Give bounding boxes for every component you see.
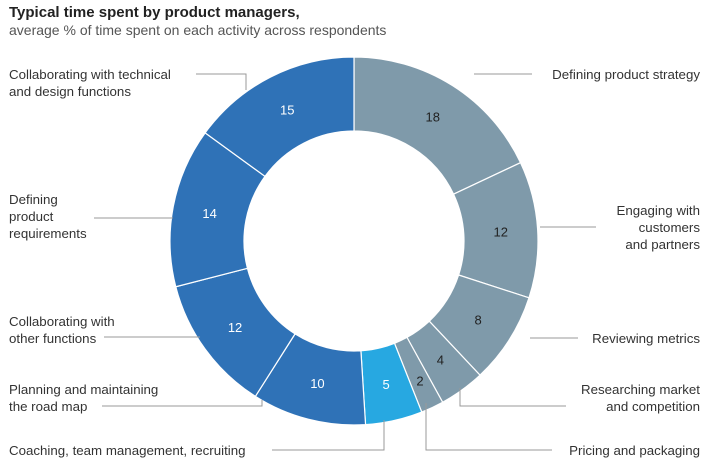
- chart-title: Typical time spent by product managers,: [9, 4, 300, 21]
- leader-line-6: [102, 400, 263, 407]
- label-collaborating-other-functions: Collaborating with other functions: [9, 314, 115, 346]
- value-label-6: 10: [310, 376, 324, 391]
- label-collaborating-technical-design: Collaborating with technical and design …: [9, 67, 171, 99]
- label-reviewing-metrics: Reviewing metrics: [592, 331, 700, 346]
- label-defining-product-requirements: Defining product requirements: [9, 192, 87, 241]
- value-label-7: 12: [228, 320, 242, 335]
- leader-line-4: [425, 403, 552, 451]
- value-label-0: 18: [426, 109, 440, 124]
- leader-line-5: [272, 420, 385, 451]
- value-label-5: 5: [382, 377, 389, 392]
- label-pricing-and-packaging: Pricing and packaging: [569, 443, 700, 458]
- value-label-1: 12: [493, 224, 507, 239]
- value-label-4: 2: [416, 374, 423, 389]
- label-planning-road-map: Planning and maintaining the road map: [9, 382, 159, 414]
- chart-subtitle: average % of time spent on each activity…: [9, 22, 387, 38]
- value-label-3: 4: [437, 352, 444, 367]
- slice-9: [204, 56, 355, 178]
- label-defining-product-strategy: Defining product strategy: [552, 67, 700, 82]
- leader-line-9: [196, 73, 247, 90]
- label-engaging-with-customers: Engaging with customers and partners: [616, 203, 700, 252]
- value-label-2: 8: [474, 312, 481, 327]
- label-researching-market: Researching market and competition: [581, 382, 700, 414]
- value-label-9: 15: [280, 103, 294, 118]
- leader-line-3: [459, 388, 566, 407]
- label-coaching: Coaching, team management, recruiting: [9, 443, 246, 458]
- value-label-8: 14: [202, 206, 216, 221]
- slice-0: [353, 56, 522, 195]
